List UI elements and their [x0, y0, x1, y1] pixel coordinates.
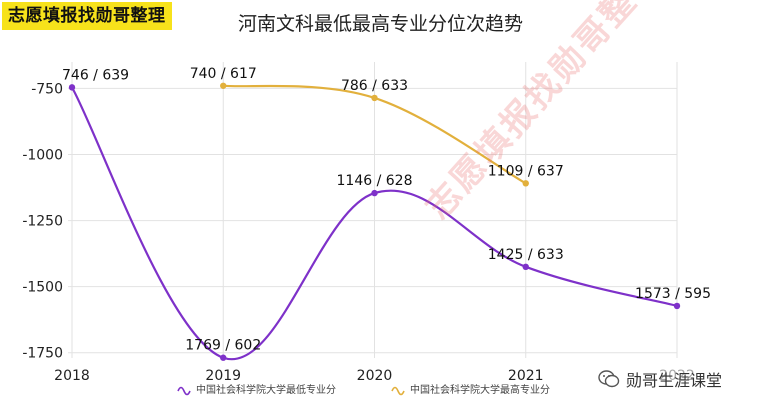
chart-title: 河南文科最低最高专业分位次趋势 — [238, 13, 524, 35]
data-point — [220, 82, 227, 89]
y-tick-label: -1250 — [22, 214, 63, 230]
wechat-account: 勋哥生涯课堂 — [598, 367, 723, 391]
wechat-account-name: 勋哥生涯课堂 — [626, 371, 723, 390]
data-label: 740 / 617 — [190, 66, 257, 82]
data-point — [220, 354, 227, 361]
x-tick-label: 2020 — [357, 368, 393, 384]
wechat-icon — [598, 370, 620, 388]
legend-label-2: 中国社会科学院大学最高专业分 — [410, 383, 550, 396]
data-label: 1425 / 633 — [488, 247, 564, 263]
x-tick-label: 2019 — [205, 368, 241, 384]
data-point — [522, 263, 529, 271]
data-label: 1573 / 595 — [635, 286, 711, 302]
brand-tag: 志愿填报找勋哥整理 — [2, 2, 172, 30]
legend-marker-1 — [177, 386, 191, 396]
data-point — [371, 94, 378, 102]
data-point — [68, 84, 76, 91]
y-tick-label: -1000 — [22, 148, 63, 164]
legend-label-1: 中国社会科学院大学最低专业分 — [196, 383, 336, 396]
data-label: 1109 / 637 — [488, 163, 564, 179]
data-point — [371, 189, 378, 197]
y-tick-label: -750 — [31, 81, 63, 97]
x-tick-label: 2021 — [508, 368, 544, 384]
data-point — [522, 180, 529, 187]
legend-marker-2 — [391, 386, 405, 396]
y-tick-label: -1500 — [22, 280, 63, 296]
y-tick-label: -1750 — [22, 346, 63, 362]
data-label: 786 / 633 — [341, 78, 408, 94]
data-label: 746 / 639 — [62, 67, 129, 83]
series-line-1 — [71, 86, 678, 361]
data-label: 1146 / 628 — [337, 173, 413, 189]
x-tick-label: 2018 — [54, 368, 90, 384]
data-label: 1769 / 602 — [185, 338, 261, 354]
data-point — [673, 302, 681, 310]
